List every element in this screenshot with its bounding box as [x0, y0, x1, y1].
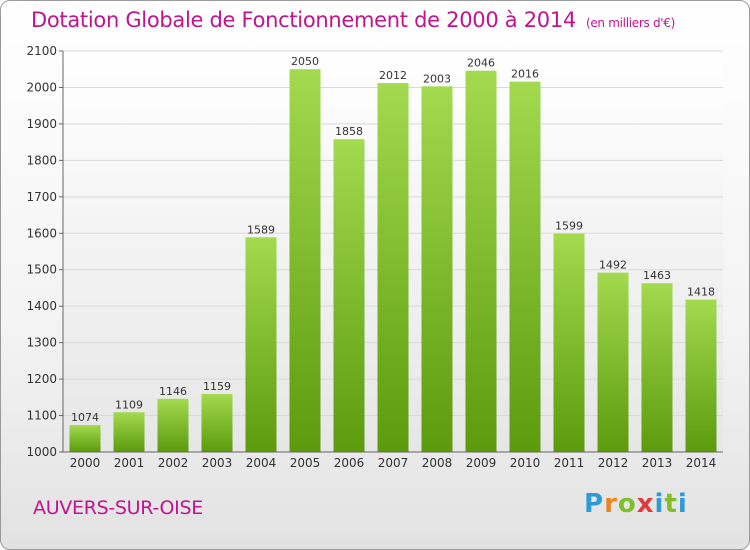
logo-letter: x	[636, 489, 655, 519]
y-tick-label: 1100	[26, 409, 57, 423]
bar	[641, 283, 673, 452]
x-tick-label: 2005	[290, 456, 321, 470]
bar	[685, 299, 717, 452]
bar	[377, 83, 409, 452]
bar-value-label: 1074	[71, 411, 99, 424]
bar	[333, 139, 365, 452]
chart-title: Dotation Globale de Fonctionnement de 20…	[31, 8, 675, 32]
bar	[157, 398, 189, 452]
y-tick-label: 1500	[26, 263, 57, 277]
bar-value-label: 1159	[203, 380, 231, 393]
bar-value-label: 1463	[643, 269, 671, 282]
bar-value-label: 1109	[115, 398, 143, 411]
y-tick-label: 1200	[26, 372, 57, 386]
logo-letter: i	[654, 489, 665, 519]
y-axis: 1000 1100 1200 1300 1400 1500 1600 1700 1800 1900…	[26, 44, 64, 459]
y-tick-label: 2000	[26, 80, 57, 94]
logo-letter: P	[584, 489, 605, 519]
logo-letter: i	[677, 489, 688, 519]
bar	[201, 394, 233, 452]
bar-value-label: 2016	[511, 68, 539, 81]
bar	[465, 70, 497, 452]
bar-value-label: 1858	[335, 125, 363, 138]
bar	[289, 69, 321, 453]
bar	[69, 425, 101, 452]
logo-letter: o	[617, 489, 637, 519]
logo-letter: r	[604, 489, 618, 519]
bar-value-label: 1589	[247, 223, 275, 236]
y-tick-label: 1000	[26, 445, 57, 459]
y-tick-label: 1600	[26, 226, 57, 240]
x-tick-label: 2006	[334, 456, 365, 470]
bar-value-label: 2050	[291, 55, 319, 68]
bar	[597, 272, 629, 452]
x-tick-label: 2013	[642, 456, 673, 470]
y-tick-label: 1800	[26, 153, 57, 167]
y-tick-label: 2100	[26, 44, 57, 58]
bar	[509, 81, 541, 452]
x-tick-label: 2007	[378, 456, 409, 470]
bar-value-label: 1599	[555, 220, 583, 233]
bar-value-label: 1146	[159, 385, 187, 398]
bar-value-label: 2046	[467, 57, 495, 70]
bars: 1074 1109 1146 1159 1589 2050 1858 2012 2003 2046…	[69, 55, 717, 453]
x-tick-label: 2012	[598, 456, 629, 470]
bar	[113, 412, 145, 452]
proxiti-logo: Proxiti	[584, 489, 688, 519]
y-tick-label: 1900	[26, 117, 57, 131]
x-tick-label: 2011	[554, 456, 585, 470]
title-text: Dotation Globale de Fonctionnement de 20…	[31, 8, 576, 32]
x-tick-label: 2010	[510, 456, 541, 470]
x-tick-label: 2014	[686, 456, 717, 470]
x-axis: 2000 2001 2002 2003 2004 2005 2006 2007 2008 2009…	[63, 451, 723, 470]
x-tick-label: 2000	[70, 456, 101, 470]
bar-value-label: 1418	[687, 286, 715, 299]
commune-name: AUVERS-SUR-OISE	[33, 497, 203, 519]
x-tick-label: 2003	[202, 456, 233, 470]
bar	[245, 237, 277, 452]
bar	[553, 233, 585, 452]
bar-value-label: 2012	[379, 69, 407, 82]
x-tick-label: 2004	[246, 456, 277, 470]
bar-value-label: 1492	[599, 259, 627, 272]
x-tick-label: 2009	[466, 456, 497, 470]
y-tick-label: 1400	[26, 299, 57, 313]
x-tick-label: 2001	[114, 456, 145, 470]
x-tick-label: 2008	[422, 456, 453, 470]
x-tick-label: 2002	[158, 456, 189, 470]
y-tick-label: 1300	[26, 336, 57, 350]
unit-note: (en milliers d'€)	[585, 16, 675, 30]
y-tick-label: 1700	[26, 190, 57, 204]
bar	[421, 86, 453, 453]
bar-value-label: 2003	[423, 72, 451, 85]
logo-letter: t	[664, 489, 678, 519]
